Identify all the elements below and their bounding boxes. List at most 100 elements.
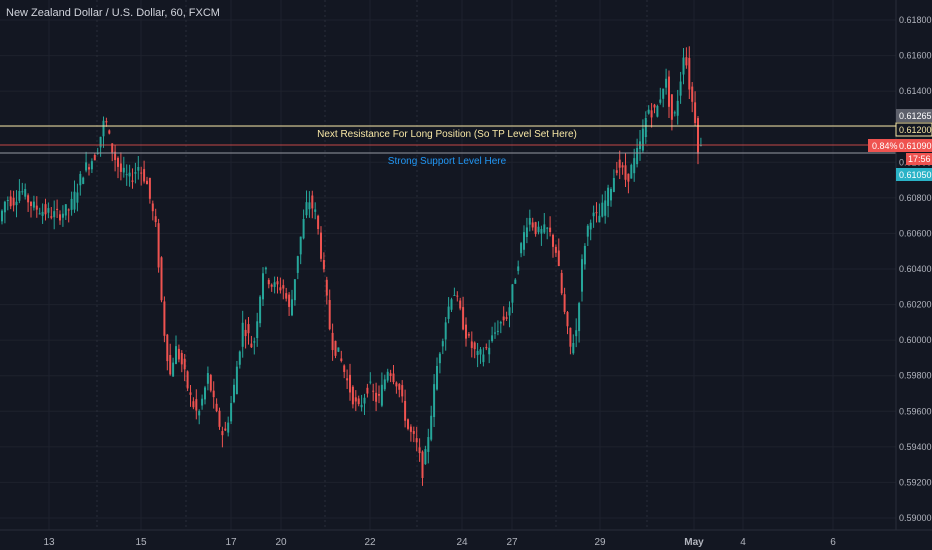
candle-body xyxy=(566,312,569,327)
price-tag-gray-text: 0.61265 xyxy=(899,111,932,121)
candle-body xyxy=(482,354,485,363)
candle-body xyxy=(430,415,433,440)
candle-body xyxy=(688,57,691,90)
candle-body xyxy=(47,208,50,213)
resistance-annotation[interactable]: Next Resistance For Long Position (So TP… xyxy=(317,129,577,140)
candle-body xyxy=(656,105,659,117)
time-tick-label: 27 xyxy=(506,537,518,548)
candle-body xyxy=(131,180,134,182)
candle-body xyxy=(331,332,334,351)
candle-body xyxy=(157,223,160,268)
candle-body xyxy=(511,284,514,303)
price-tick-label: 0.61600 xyxy=(899,51,932,61)
candle-body xyxy=(552,234,554,247)
candle-body xyxy=(433,384,436,418)
candle-body xyxy=(380,384,383,406)
candle-body xyxy=(70,198,73,210)
symbol-title[interactable]: New Zealand Dollar / U.S. Dollar, 60, FX… xyxy=(6,7,220,19)
candle-body xyxy=(183,358,186,370)
candle-body xyxy=(93,155,96,161)
candle-body xyxy=(32,201,35,208)
candle-body xyxy=(424,449,427,465)
candle-body xyxy=(372,390,375,392)
candle-body xyxy=(641,128,644,151)
candle-body xyxy=(494,332,496,334)
candle-body xyxy=(508,307,511,316)
candle-body xyxy=(673,112,676,114)
candle-body xyxy=(346,378,349,381)
candle-body xyxy=(259,296,262,324)
support-annotation[interactable]: Strong Support Level Here xyxy=(388,156,507,167)
candle-body xyxy=(595,212,598,214)
candle-body xyxy=(148,178,151,199)
candle-body xyxy=(389,373,392,377)
countdown-tag: 17:56 xyxy=(906,153,932,165)
candle-body xyxy=(61,213,64,218)
candle-body xyxy=(209,374,212,391)
candle-body xyxy=(462,307,465,330)
candle-body xyxy=(102,120,105,137)
candle-body xyxy=(633,158,636,174)
candle-body xyxy=(354,397,357,402)
candle-body xyxy=(24,189,27,197)
candle-body xyxy=(676,100,679,116)
candle-body xyxy=(694,102,697,124)
candle-body xyxy=(520,243,523,254)
candle-body xyxy=(421,451,424,478)
candle-body xyxy=(578,303,581,332)
candle-body xyxy=(122,167,125,173)
candle-body xyxy=(311,195,314,209)
candle-body xyxy=(598,215,601,223)
change-percent-text: 0.84% xyxy=(872,141,898,151)
candle-body xyxy=(1,210,3,222)
candle-body xyxy=(325,279,328,296)
price-axis[interactable]: 0.618000.616000.614000.612000.610000.608… xyxy=(895,0,932,530)
candle-body xyxy=(665,78,668,88)
candle-body xyxy=(610,188,612,201)
candle-body xyxy=(485,347,488,349)
candle-body xyxy=(659,99,662,103)
candle-body xyxy=(560,272,563,294)
candle-body xyxy=(409,426,412,432)
candle-body xyxy=(276,281,279,285)
candle-body xyxy=(375,392,378,402)
candle-body xyxy=(685,57,688,66)
candle-body xyxy=(134,172,137,174)
candle-body xyxy=(35,205,38,210)
candle-body xyxy=(369,381,372,383)
candle-body xyxy=(450,299,453,310)
candle-body xyxy=(82,177,85,184)
candle-body xyxy=(64,204,67,216)
candle-body xyxy=(612,178,615,192)
candle-body xyxy=(404,400,407,421)
candle-body xyxy=(273,282,276,287)
candle-body xyxy=(615,170,618,173)
candle-body xyxy=(140,172,143,174)
candle-body xyxy=(601,202,604,217)
candle-body xyxy=(18,191,21,201)
candle-body xyxy=(56,208,59,211)
horizontal-levels[interactable] xyxy=(0,125,896,154)
candle-body xyxy=(630,164,633,179)
candle-body xyxy=(76,192,79,203)
candle-body xyxy=(67,209,70,211)
candle-body xyxy=(691,86,694,102)
time-axis[interactable]: 13 15 17 20 22 24 27 29 May 4 6 xyxy=(0,529,932,548)
candle-body xyxy=(256,321,259,339)
candle-body xyxy=(604,200,607,216)
candle-body xyxy=(146,180,148,185)
candle-body xyxy=(235,366,238,395)
candle-body xyxy=(119,163,122,172)
price-tag-yellow-text: 0.61200 xyxy=(899,125,932,135)
candle-body xyxy=(215,403,218,412)
candle-body xyxy=(267,279,270,285)
candle-body xyxy=(557,250,560,267)
candle-body xyxy=(407,419,409,429)
candle-body xyxy=(447,306,450,319)
candle-body xyxy=(554,246,557,253)
candle-body xyxy=(85,162,88,171)
candle-body xyxy=(238,351,241,365)
price-tick-label: 0.60400 xyxy=(899,264,932,274)
